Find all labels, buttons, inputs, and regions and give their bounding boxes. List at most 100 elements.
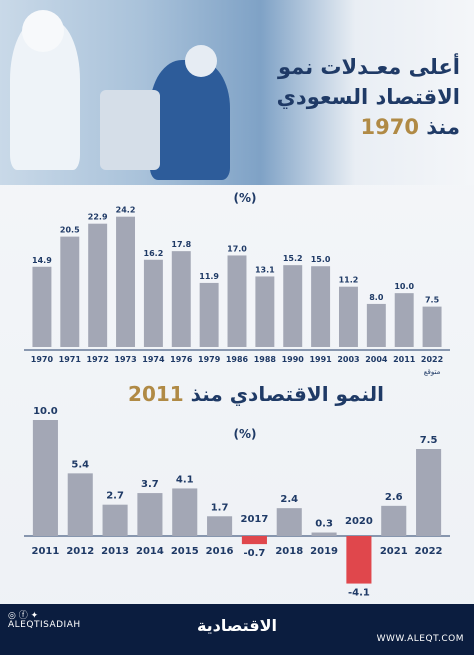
title-line-2: الاقتصاد السعودي (276, 85, 460, 109)
data-label: 8.0 (369, 293, 384, 302)
growth-chart-2011: (%) 10.0 2011 5.4 2012 2.7 2013 3.7 2014 4.1 2015 1… (24, 406, 450, 599)
y-axis-unit: (%) (234, 191, 257, 205)
bar (338, 286, 358, 347)
bar (67, 473, 93, 536)
data-label: 10.0 (394, 282, 414, 291)
x-tick-label: 2011 (393, 355, 416, 364)
x-tick-label: 1971 (59, 355, 82, 364)
bar (116, 216, 136, 347)
section-title-text: النمو الاقتصادي منذ (183, 382, 384, 406)
data-label: 7.5 (420, 435, 438, 446)
data-label: 1.7 (211, 502, 229, 513)
section-title-2011: النمو الاقتصادي منذ 2011 (128, 382, 384, 406)
bar (241, 536, 267, 545)
x-tick-label: 2012 (66, 546, 94, 557)
data-label: 17.0 (227, 244, 247, 253)
twitter-icon[interactable]: ✦ (30, 611, 39, 621)
bar (60, 236, 80, 347)
data-label: -0.7 (243, 548, 265, 559)
data-label: 10.0 (33, 406, 58, 417)
x-tick-label: 1988 (254, 355, 277, 364)
x-tick-label: 2020 (345, 516, 373, 527)
facebook-icon[interactable]: ⓕ (18, 611, 28, 621)
data-label: 17.8 (171, 240, 191, 249)
bar (366, 303, 386, 347)
social-icons: ◎ ⓕ ✦ (8, 608, 38, 621)
bar (422, 306, 442, 347)
data-label: 2.6 (385, 492, 403, 503)
x-tick-label: 2021 (380, 546, 408, 557)
x-tick-label: 1974 (142, 355, 165, 364)
x-tick-label: 1986 (226, 355, 249, 364)
bar (394, 293, 414, 347)
lab-worker-cap (185, 45, 217, 77)
x-tick-label: 2004 (365, 355, 388, 364)
lab-equipment (100, 90, 160, 170)
data-label: 0.3 (315, 519, 333, 530)
x-tick-label: 2013 (101, 546, 129, 557)
data-label: 16.2 (144, 249, 164, 258)
lab-worker-cap (22, 10, 64, 52)
bar (88, 223, 108, 347)
bar (171, 251, 191, 347)
bar (416, 449, 442, 536)
x-tick-label: 2016 (206, 546, 234, 557)
data-label: 2.4 (280, 494, 298, 505)
title-line-3: منذ 1970 (180, 112, 460, 142)
lab-worker-silhouette (150, 60, 230, 180)
x-tick-label: 1979 (198, 355, 221, 364)
bar (172, 488, 198, 536)
brand-logo: الاقتصادية (196, 616, 278, 635)
data-label: 5.4 (71, 459, 89, 470)
x-tick-label: 1976 (170, 355, 193, 364)
bar (32, 266, 52, 347)
hero-photo: أعلى معـدلات نمو الاقتصاد السعودي منذ 19… (0, 0, 474, 185)
data-label: -4.1 (348, 588, 370, 599)
x-tick-label: 2017 (240, 514, 268, 525)
x-tick-label: 2018 (275, 546, 303, 557)
title-line-1: أعلى معـدلات نمو (277, 55, 460, 79)
data-label: 2.7 (106, 491, 124, 502)
bar (255, 276, 275, 347)
data-label: 15.0 (311, 255, 331, 264)
instagram-icon[interactable]: ◎ (8, 611, 16, 621)
footer: ◎ ⓕ ✦ ALEQTISADIAH الاقتصادية WWW.ALEQT.… (0, 604, 474, 655)
data-label: 7.5 (425, 296, 440, 305)
x-tick-label: 2014 (136, 546, 164, 557)
data-label: 20.5 (60, 226, 80, 235)
bar (143, 259, 163, 347)
bar (346, 536, 372, 584)
x-tick-label: 1972 (87, 355, 109, 364)
social-handle[interactable]: ALEQTISADIAH (8, 620, 81, 630)
page-title: أعلى معـدلات نمو الاقتصاد السعودي منذ 19… (180, 52, 460, 142)
bar (311, 532, 337, 536)
bar (32, 420, 58, 536)
bar (276, 508, 302, 536)
bar (311, 266, 331, 347)
growth-chart-1970: (%) 14.9 1970 20.5 1971 22.9 1972 24.2 1973 16.2 1… (24, 191, 450, 376)
data-label: 4.1 (176, 474, 194, 485)
x-tick-label: 2022 (421, 355, 443, 364)
data-label: 22.9 (88, 213, 108, 222)
website-link[interactable]: WWW.ALEQT.COM (376, 634, 464, 644)
x-tick-label: 1990 (282, 355, 305, 364)
title-since: منذ (418, 115, 460, 139)
bar (199, 282, 219, 347)
bar (137, 493, 163, 536)
data-label: 15.2 (283, 254, 303, 263)
x-tick-label: 2022 (415, 546, 443, 557)
y-axis-unit: (%) (234, 427, 257, 441)
data-label: 14.9 (32, 256, 52, 265)
bar (227, 255, 247, 347)
data-label: 13.1 (255, 265, 275, 274)
bar (381, 505, 407, 536)
data-label: 11.9 (199, 272, 219, 281)
bar (283, 265, 303, 347)
x-tick-label: 2011 (31, 546, 59, 557)
forecast-annotation: متوقع (424, 368, 441, 376)
x-tick-label: 1991 (309, 355, 332, 364)
x-tick-label: 1973 (114, 355, 136, 364)
data-label: 24.2 (116, 206, 136, 215)
section-title-year: 2011 (128, 382, 184, 406)
title-year: 1970 (360, 115, 419, 139)
